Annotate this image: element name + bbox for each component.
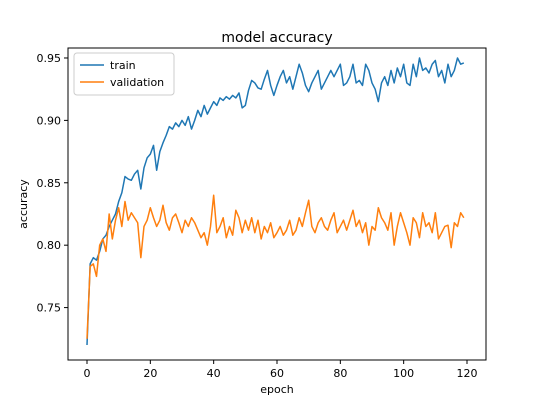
x-tick-label: 120 [457, 367, 478, 380]
y-tick-label: 0.75 [37, 302, 62, 315]
y-tick-label: 0.80 [37, 239, 62, 252]
y-axis-label: accuracy [17, 179, 30, 229]
x-tick-label: 40 [207, 367, 221, 380]
legend-box [73, 52, 175, 96]
y-tick-label: 0.85 [37, 177, 62, 190]
series-line-train [86, 57, 465, 346]
legend-label-train: train [110, 59, 136, 72]
legend-label-validation: validation [110, 76, 164, 89]
y-axis-ticks: 0.75 0.80 0.85 0.90 0.95 [37, 52, 68, 315]
x-tick-label: 60 [270, 367, 284, 380]
series-line-validation [86, 194, 465, 339]
chart-title: model accuracy [221, 30, 332, 46]
x-axis-label: epoch [260, 383, 294, 396]
x-tick-label: 100 [393, 367, 414, 380]
x-tick-label: 0 [84, 367, 91, 380]
series-lines [86, 57, 465, 346]
legend: train validation [73, 52, 175, 96]
y-tick-label: 0.95 [37, 52, 62, 65]
x-axis-ticks: 0 20 40 60 80 100 120 [84, 360, 478, 380]
x-tick-label: 80 [333, 367, 347, 380]
x-tick-label: 20 [143, 367, 157, 380]
y-tick-label: 0.90 [37, 114, 62, 127]
